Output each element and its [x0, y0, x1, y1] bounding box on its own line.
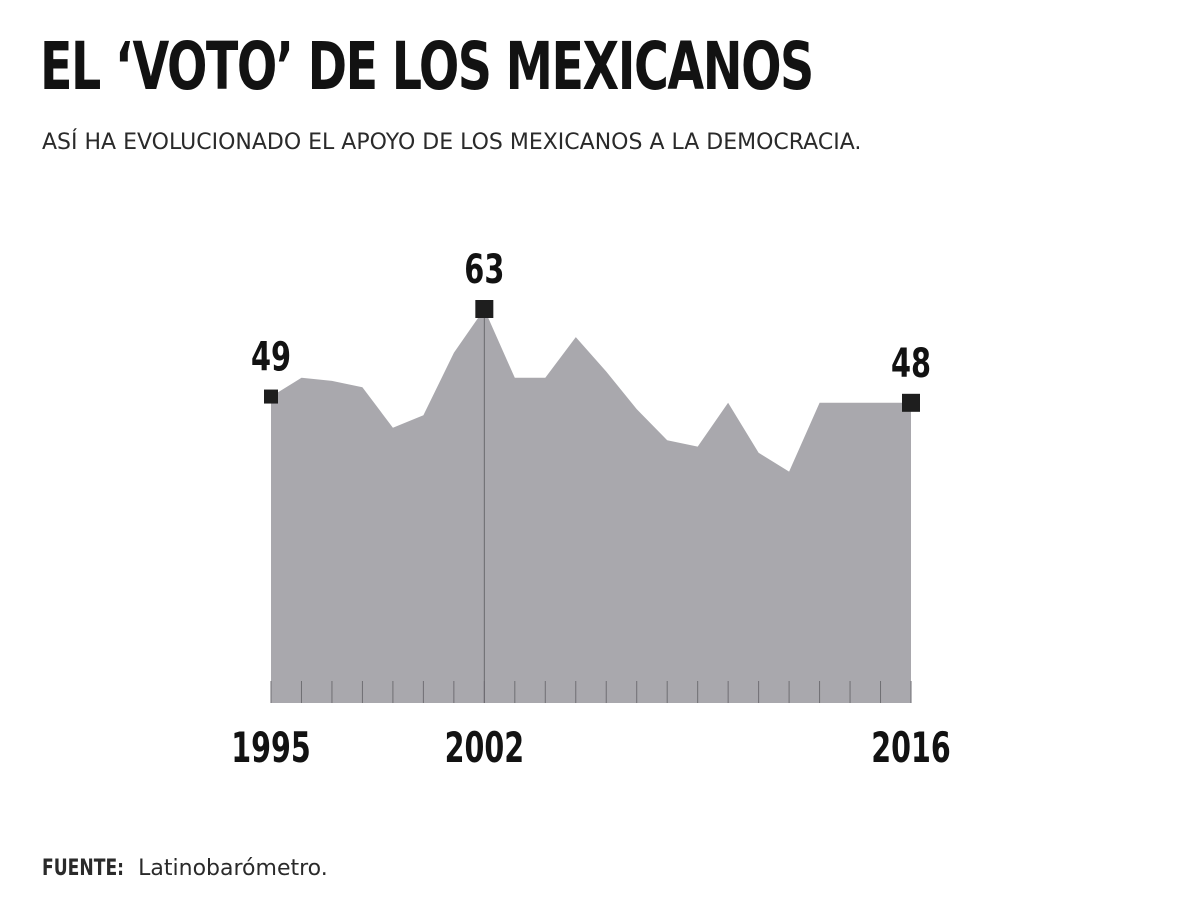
data-label-2016: 48 — [891, 341, 931, 387]
data-markers — [264, 300, 920, 412]
data-label-2002: 63 — [464, 247, 504, 293]
source-note: FUENTE: Latinobarómetro. — [42, 856, 328, 881]
x-axis-labels: 1995 2002 2016 — [231, 725, 950, 773]
source-text: Latinobarómetro. — [138, 856, 328, 881]
data-marker-1995 — [264, 389, 278, 404]
data-label-1995: 49 — [251, 335, 291, 381]
x-label-1995: 1995 — [231, 725, 310, 773]
data-marker-2002 — [475, 300, 494, 318]
area-series — [271, 309, 911, 703]
x-label-2002: 2002 — [445, 725, 524, 773]
chart-subtitle: ASÍ HA EVOLUCIONADO EL APOYO DE LOS MEXI… — [42, 130, 862, 155]
x-label-2016: 2016 — [871, 725, 950, 773]
chart-title: EL ‘VOTO’ DE LOS MEXICANOS — [40, 28, 814, 105]
source-label: FUENTE: — [42, 856, 125, 881]
data-marker-2016 — [902, 393, 920, 412]
data-labels: 49 63 48 — [251, 247, 931, 387]
